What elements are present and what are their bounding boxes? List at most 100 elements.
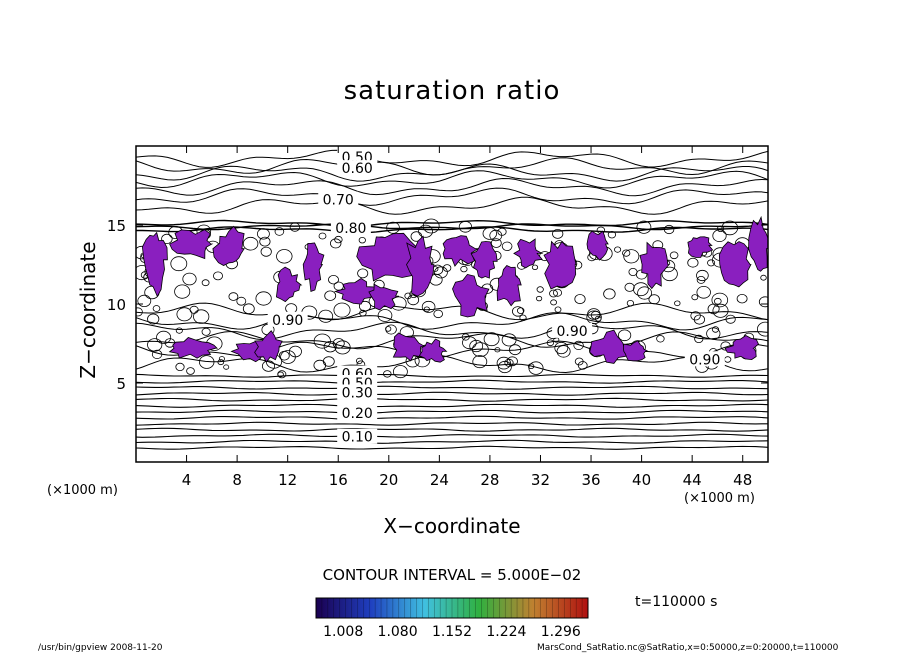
- contour-cell: [182, 272, 197, 286]
- contour-cell: [137, 294, 152, 307]
- contour-cell: [322, 356, 335, 367]
- x-tick-label: 8: [232, 471, 242, 489]
- contour-line: [136, 409, 768, 414]
- contour-line: [136, 427, 768, 432]
- contour-cell: [549, 289, 558, 298]
- contour-line: [136, 415, 768, 420]
- contour-line: [136, 196, 768, 215]
- contour-cell: [691, 294, 699, 301]
- contour-cell: [472, 355, 488, 369]
- contour-cell: [637, 286, 652, 300]
- contour-cell: [496, 356, 511, 370]
- x-tick-label: 16: [329, 471, 348, 489]
- contour-cell: [434, 266, 448, 279]
- contour-cell: [607, 230, 617, 239]
- contour-cell: [318, 309, 334, 323]
- contour-line: [136, 391, 768, 396]
- colorbar-label: 1.296: [541, 624, 581, 640]
- supersaturation-region: [470, 241, 498, 279]
- contour-label: 0.60: [342, 161, 373, 177]
- plot-frame: [135, 145, 769, 463]
- contour-cell: [175, 362, 185, 371]
- contour-cell: [242, 236, 259, 251]
- time-label: t=110000 s: [635, 594, 718, 610]
- contour-cell: [423, 306, 430, 313]
- contour-cell: [760, 274, 767, 281]
- contour-label: 0.20: [342, 406, 373, 422]
- contour-cell: [193, 309, 210, 324]
- contour-cell: [693, 314, 706, 325]
- contour-cell: [462, 336, 477, 350]
- contour-cell: [721, 220, 739, 236]
- contour-cell: [633, 282, 649, 297]
- contour-line: [136, 302, 768, 321]
- contour-cell: [725, 314, 736, 324]
- contour-line: [136, 354, 768, 374]
- contour-line: [136, 433, 768, 438]
- contour-cell: [383, 370, 392, 378]
- contour-line: [136, 223, 768, 231]
- contour-line: [136, 219, 768, 228]
- contour-label: 0.30: [342, 385, 373, 401]
- contour-cell: [528, 361, 544, 375]
- contour-cell: [261, 360, 275, 372]
- contour-cell: [707, 303, 720, 315]
- contour-line: [136, 187, 768, 206]
- contour-cell: [512, 306, 524, 317]
- contour-cell: [217, 359, 225, 366]
- contour-line: [136, 170, 768, 189]
- contour-cell: [617, 329, 632, 342]
- contour-cell: [550, 299, 557, 306]
- contour-label-bg: [337, 160, 378, 176]
- contour-cell: [536, 286, 544, 293]
- contour-cell: [546, 339, 555, 347]
- supersaturation-region: [442, 235, 480, 267]
- contour-cell: [256, 228, 270, 240]
- x-axis-label: X−coordinate: [383, 514, 521, 538]
- contour-cell: [186, 367, 195, 375]
- contour-cell: [482, 227, 498, 240]
- contour-label: 0.10: [342, 430, 373, 446]
- contour-cell: [277, 371, 284, 378]
- x-tick-label: 36: [581, 471, 600, 489]
- contour-cell: [458, 221, 472, 233]
- contour-cell: [276, 249, 293, 264]
- contour-cell: [587, 308, 601, 320]
- contour-cell: [318, 232, 327, 240]
- x-tick-label: 20: [379, 471, 398, 489]
- contour-lines: [136, 149, 768, 450]
- contour-cell: [713, 297, 722, 305]
- supersaturation-region: [254, 330, 283, 363]
- supersaturation-region: [141, 231, 168, 298]
- contour-cell: [156, 330, 172, 344]
- contour-cell: [255, 291, 272, 306]
- supersaturation-region: [718, 241, 752, 288]
- contour-cell: [624, 282, 635, 292]
- contour-cell: [696, 285, 711, 299]
- x-tick-label: 12: [278, 471, 297, 489]
- contour-cell: [554, 306, 562, 313]
- contour-label-bg: [267, 311, 308, 327]
- contour-cell: [552, 228, 564, 239]
- supersaturation-region: [392, 332, 427, 362]
- supersaturation-region: [302, 242, 325, 292]
- contour-cell: [674, 300, 681, 307]
- supersaturation-regions: [141, 215, 768, 364]
- contour-cell: [586, 310, 602, 325]
- contour-line: [136, 330, 768, 350]
- contour-line: [136, 373, 768, 378]
- contour-cell: [736, 294, 748, 304]
- contour-cell: [147, 313, 160, 325]
- contour-cell: [757, 321, 768, 337]
- supersaturation-region: [406, 235, 435, 297]
- x-tick-label: 24: [430, 471, 449, 489]
- contour-cell: [535, 295, 543, 302]
- supersaturation-region: [748, 215, 768, 272]
- contour-cell: [494, 347, 501, 353]
- contour-cell: [359, 309, 367, 317]
- contour-cell: [720, 341, 731, 351]
- supersaturation-region: [333, 278, 379, 305]
- y-tick-label: 15: [107, 217, 126, 235]
- contour-cell: [324, 290, 337, 301]
- contour-cell: [716, 225, 725, 232]
